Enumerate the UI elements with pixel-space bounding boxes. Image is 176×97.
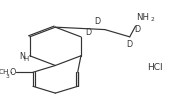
- Text: D: D: [134, 25, 140, 34]
- Text: O: O: [9, 68, 15, 77]
- Text: D: D: [85, 29, 92, 37]
- Text: CH: CH: [0, 69, 9, 75]
- Text: HCl: HCl: [147, 63, 162, 72]
- Text: N: N: [19, 52, 25, 61]
- Text: 3: 3: [6, 74, 10, 79]
- Text: D: D: [94, 17, 100, 26]
- Text: 2: 2: [151, 17, 155, 22]
- Text: NH: NH: [136, 13, 149, 22]
- Text: H: H: [23, 56, 28, 62]
- Text: D: D: [127, 40, 133, 49]
